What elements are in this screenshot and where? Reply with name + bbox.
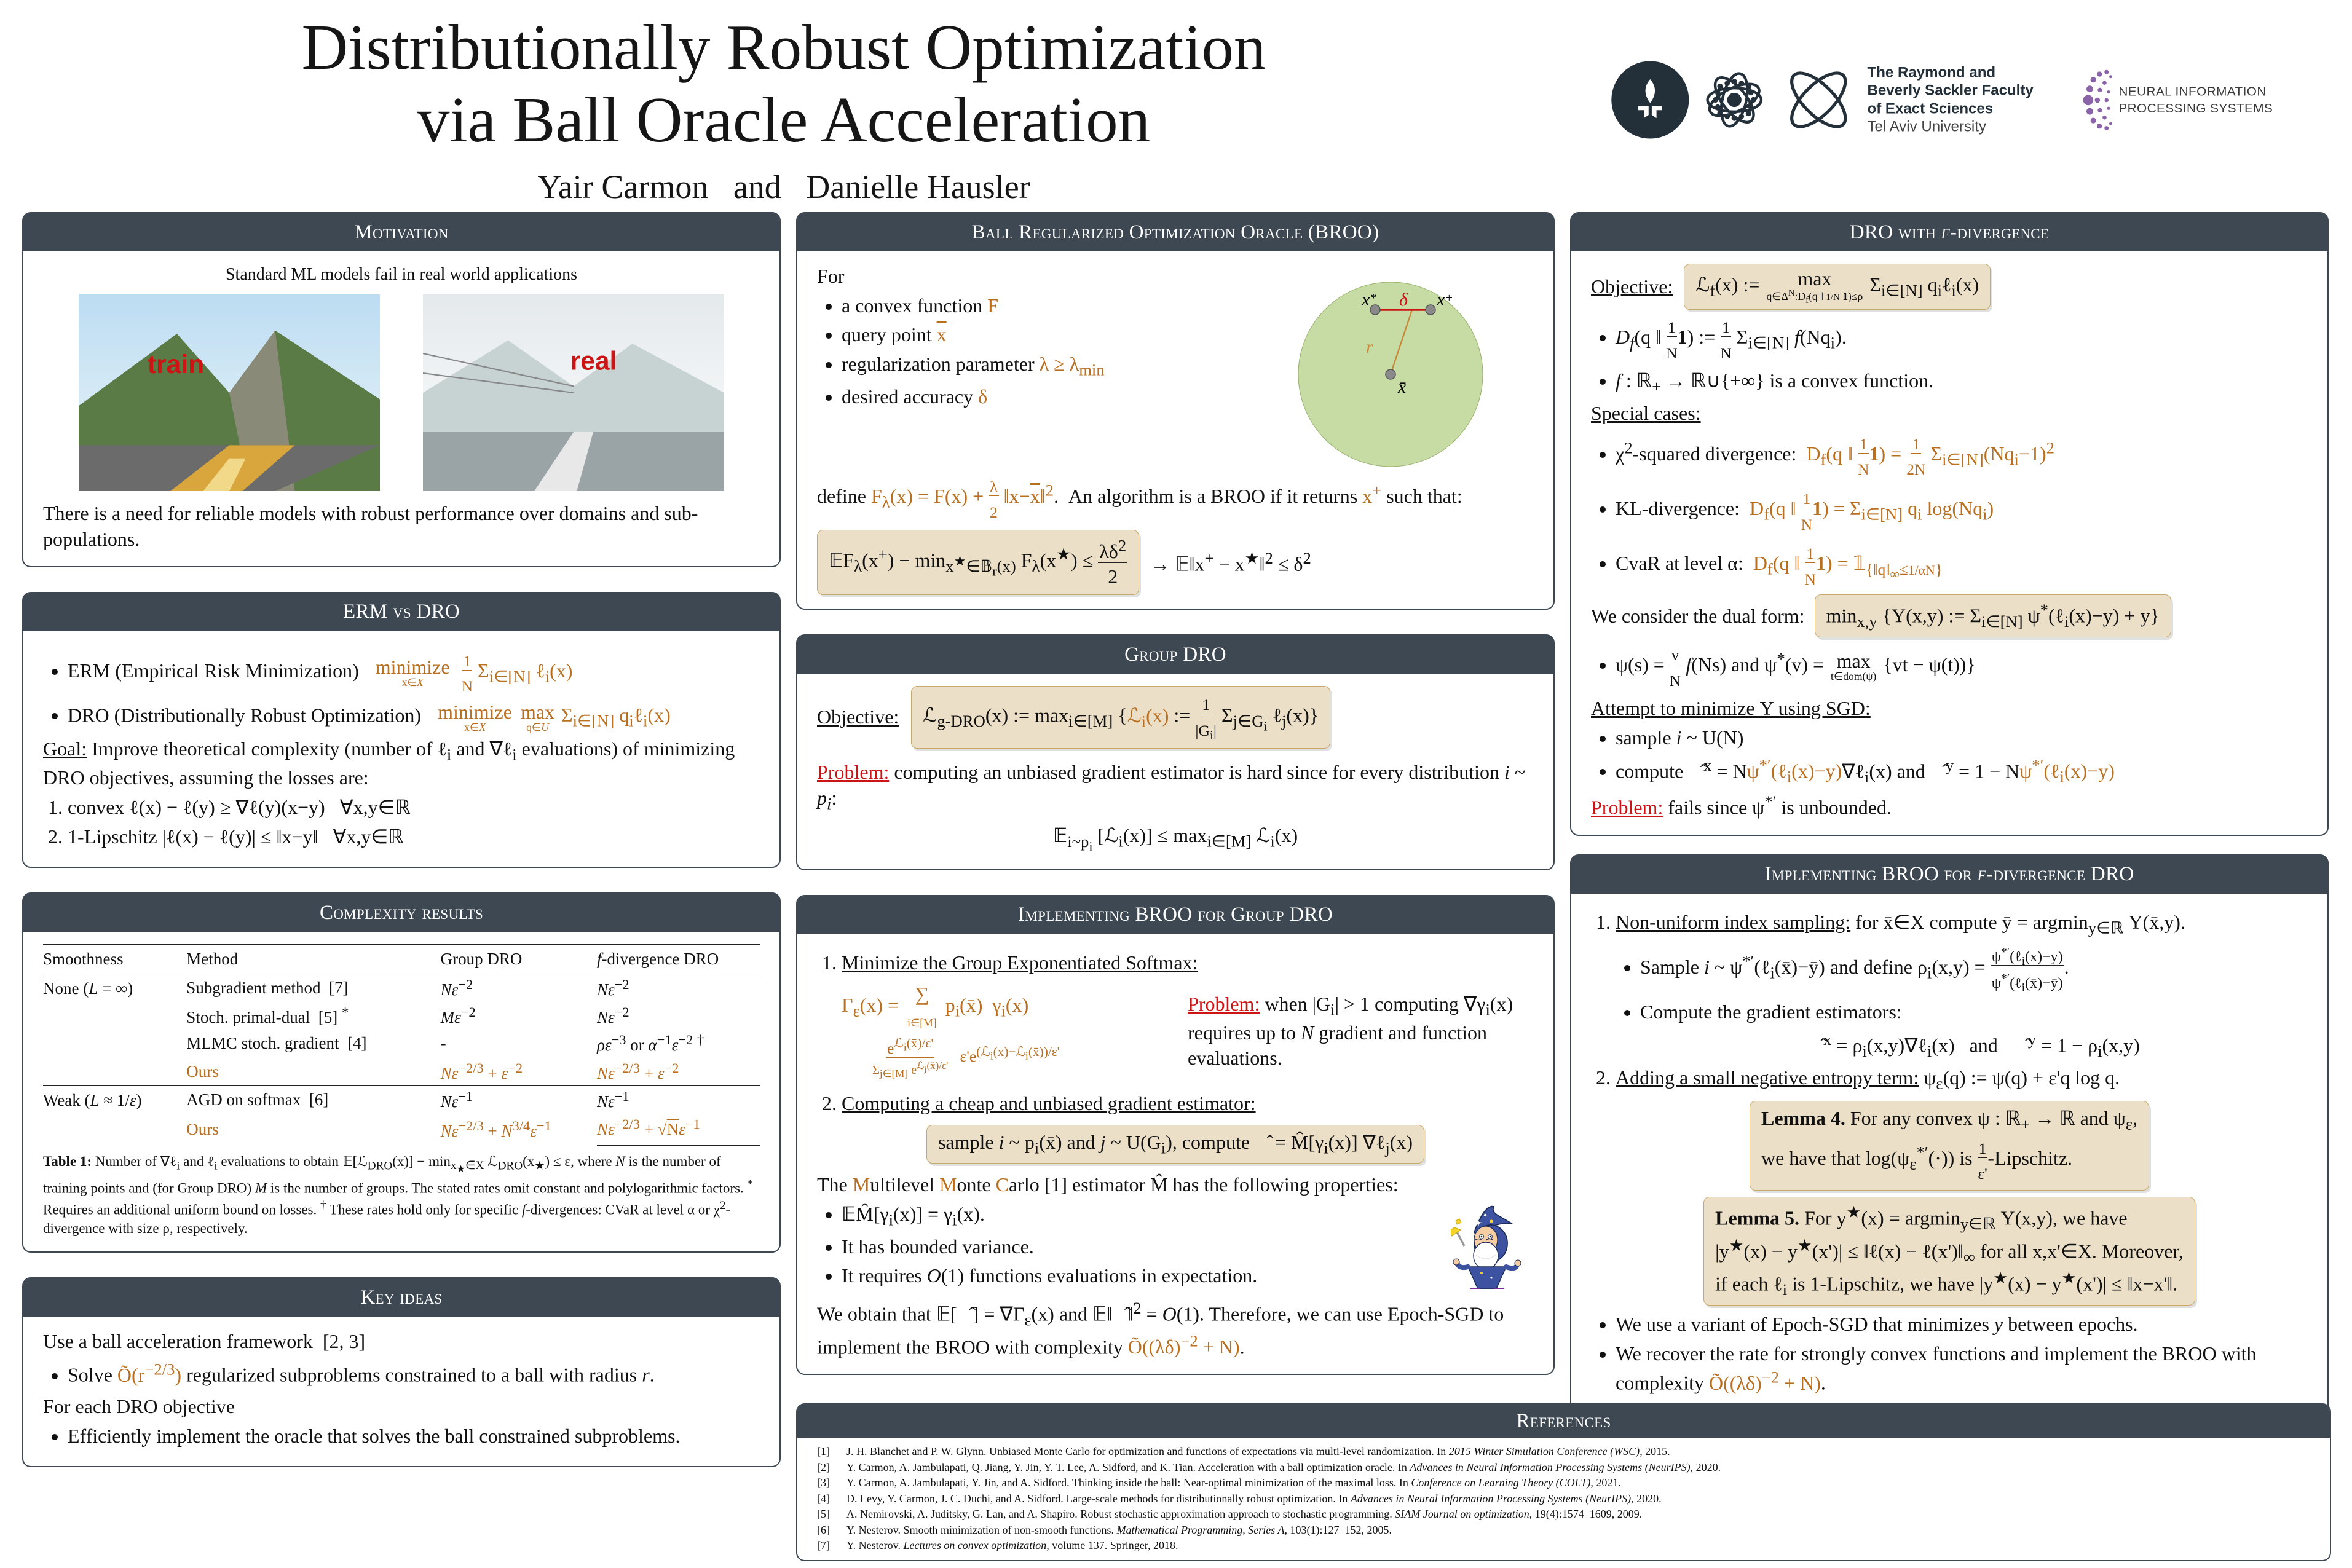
svg-text:r: r [1366, 337, 1373, 357]
svg-text:x̄: x̄ [1397, 377, 1407, 397]
svg-text:real: real [570, 347, 617, 376]
svg-text:δ: δ [1399, 290, 1408, 310]
svg-text:train: train [148, 350, 204, 379]
